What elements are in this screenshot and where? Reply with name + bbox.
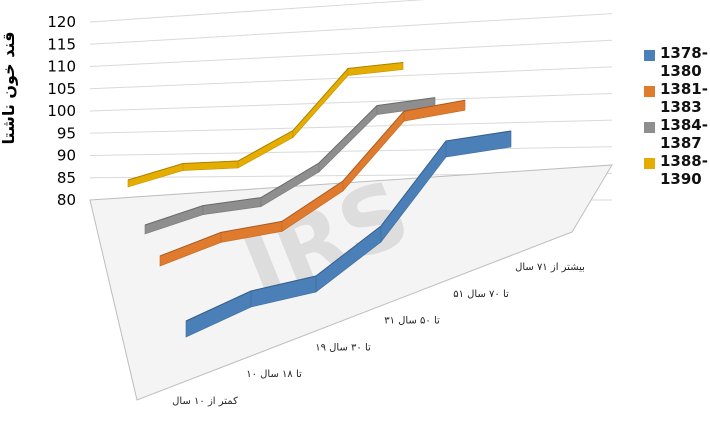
legend-label: 1378-1380 bbox=[660, 44, 708, 80]
ribbon-edge bbox=[144, 97, 436, 226]
series-1381-1383 bbox=[159, 99, 466, 267]
gridline bbox=[89, 39, 613, 67]
legend-label: 1381-1383 bbox=[660, 80, 708, 116]
gridline bbox=[89, 93, 613, 112]
legend-label: 1384-1387 bbox=[660, 116, 708, 152]
ribbon-edge bbox=[185, 130, 512, 322]
legend-swatch bbox=[644, 86, 655, 97]
y-tick-label: 110 bbox=[47, 58, 76, 76]
category-label: ۱۹ تا ۳۰ سال bbox=[315, 342, 371, 353]
legend-swatch bbox=[644, 158, 655, 169]
gridline bbox=[89, 119, 613, 134]
y-axis-ticks: 80 85 90 95 100 105 110 115 120 bbox=[47, 13, 76, 209]
legend-label: 1388-1390 bbox=[660, 152, 708, 188]
y-tick-label: 95 bbox=[57, 124, 76, 142]
series-1388-1390 bbox=[127, 62, 404, 188]
category-label: کمتر از ۱۰ سال bbox=[172, 396, 238, 407]
series-1378-1380 bbox=[185, 130, 512, 338]
legend-item: 1381-1383 bbox=[644, 80, 710, 116]
ribbon-segment bbox=[237, 129, 294, 169]
y-tick-label: 100 bbox=[47, 102, 76, 120]
chart-floor bbox=[89, 164, 613, 401]
y-tick-label: 80 bbox=[57, 191, 76, 209]
gridline bbox=[89, 66, 613, 90]
legend-swatch bbox=[644, 50, 655, 61]
legend-item: 1388-1390 bbox=[644, 152, 710, 188]
category-label: ۱۰ تا ۱۸ سال bbox=[246, 369, 302, 380]
legend: 1378-1380 1381-1383 1384-1387 1388-1390 bbox=[644, 44, 710, 188]
legend-item: 1378-1380 bbox=[644, 44, 710, 80]
y-axis-label: قند خون ناشتا bbox=[0, 32, 18, 145]
gridline bbox=[89, 0, 426, 23]
ribbon-edge bbox=[127, 62, 404, 181]
y-tick-label: 90 bbox=[57, 147, 76, 165]
y-tick-label: 115 bbox=[47, 35, 76, 53]
legend-item: 1384-1387 bbox=[644, 116, 710, 152]
y-tick-label: 120 bbox=[47, 13, 76, 31]
gridlines bbox=[89, 0, 613, 201]
gridline bbox=[89, 146, 613, 156]
series-ribbons bbox=[127, 62, 512, 338]
gridline bbox=[89, 13, 613, 45]
legend-swatch bbox=[644, 122, 655, 133]
series-1384-1387 bbox=[144, 97, 436, 235]
category-label: ۳۱ تا ۵۰ سال bbox=[384, 316, 440, 327]
category-label: ۵۱ تا ۷۰ سال bbox=[453, 289, 509, 300]
ribbon-segment bbox=[127, 163, 184, 188]
x-axis-categories: کمتر از ۱۰ سال ۱۰ تا ۱۸ سال ۱۹ تا ۳۰ سال ۳۱… bbox=[172, 262, 585, 407]
ribbon-segment bbox=[445, 130, 512, 158]
y-tick-label: 85 bbox=[57, 169, 76, 187]
y-tick-label: 105 bbox=[47, 80, 76, 98]
category-label: بیشتر از ۷۱ سال bbox=[515, 262, 585, 273]
ribbon-segment bbox=[347, 62, 404, 76]
ribbon-edge bbox=[159, 99, 466, 257]
